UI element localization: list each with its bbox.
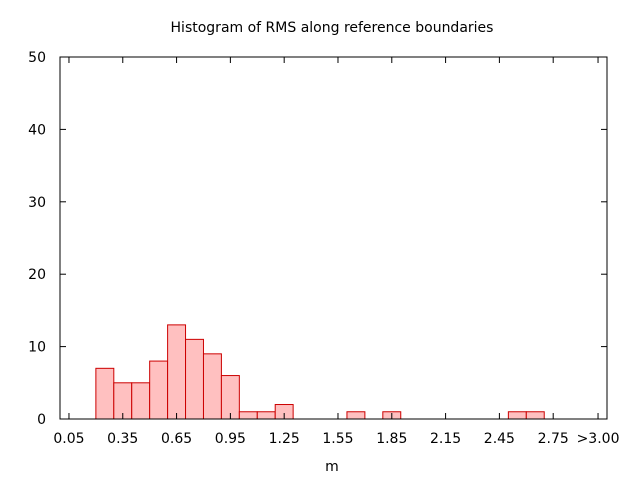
y-tick-label: 0 [37, 412, 46, 428]
histogram-bar [185, 338, 204, 420]
histogram-bar [525, 411, 545, 420]
x-axis-label: m [325, 459, 339, 475]
x-tick-label: >3.00 [577, 431, 620, 447]
x-tick-label: 0.95 [215, 431, 246, 447]
x-tick-label: 0.05 [53, 431, 84, 447]
y-tick-label: 30 [28, 195, 46, 211]
x-axis: 0.05 0.35 0.65 0.95 1.25 1.55 1.85 2.15 2.45 2.75… [53, 57, 619, 447]
x-tick-label: 1.25 [269, 431, 300, 447]
y-tick-label: 20 [28, 267, 46, 283]
chart-title: Histogram of RMS along reference boundar… [171, 20, 494, 36]
x-tick-label: 2.75 [538, 431, 569, 447]
x-tick-label: 0.65 [161, 431, 192, 447]
y-tick-label: 50 [28, 50, 46, 66]
histogram-bar [346, 411, 366, 420]
histogram-bar [507, 411, 527, 420]
y-axis: 0 10 20 30 40 50 [28, 50, 607, 428]
histogram-bar [220, 375, 240, 420]
histogram-bar [131, 382, 151, 420]
histogram-bar [167, 324, 187, 420]
x-tick-label: 2.15 [430, 431, 461, 447]
plot-frame [59, 56, 608, 420]
x-tick-label: 1.85 [376, 431, 407, 447]
x-tick-label: 1.55 [322, 431, 353, 447]
x-tick-label: 0.35 [107, 431, 138, 447]
x-tick-label: 2.45 [484, 431, 515, 447]
histogram-bar [202, 353, 222, 420]
bars-group [95, 324, 545, 420]
histogram-bar [238, 411, 258, 420]
y-tick-label: 10 [28, 340, 46, 356]
histogram-bar [95, 367, 115, 420]
y-tick-label: 40 [28, 122, 46, 138]
histogram-bar [256, 411, 276, 420]
histogram-bar [149, 360, 169, 420]
